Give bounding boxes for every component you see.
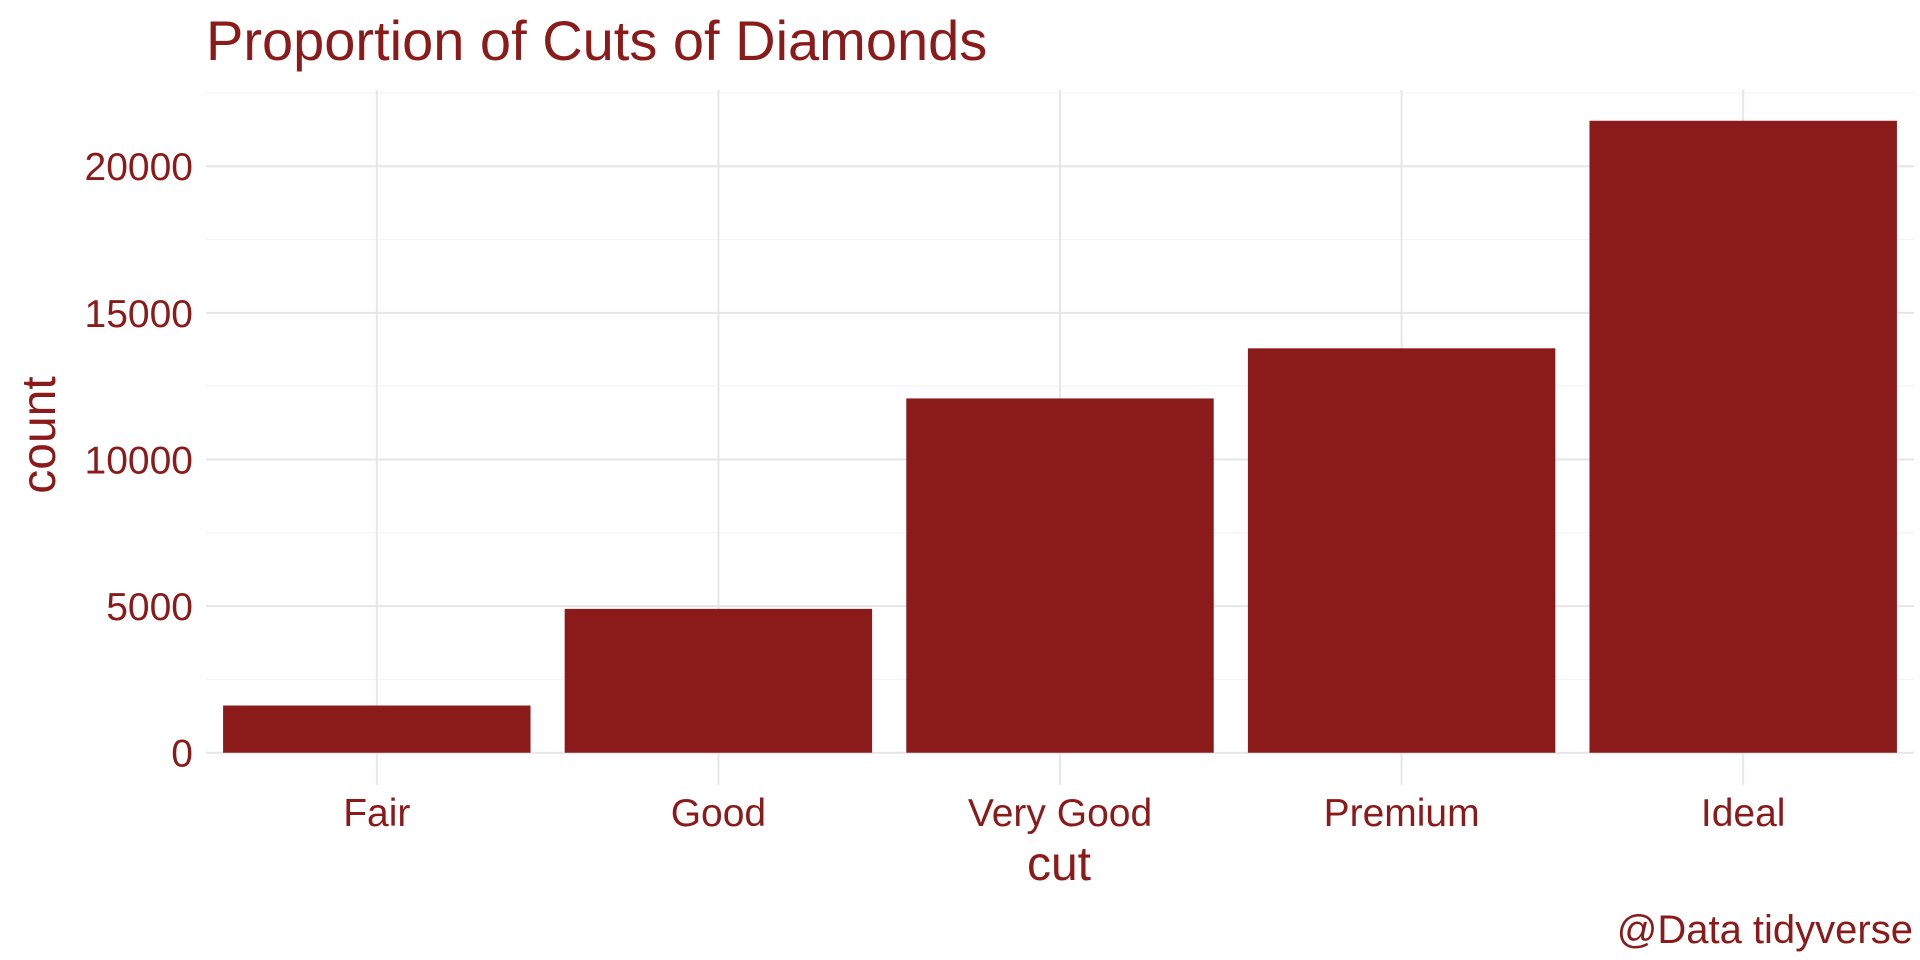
y-tick-label: 0 [171,733,193,776]
x-axis-title: cut [1027,838,1091,891]
bar-ideal [1589,120,1897,753]
y-tick-label: 5000 [106,586,193,629]
y-axis-ticks: 0 5000 10000 15000 20000 [85,146,193,775]
y-axis-title: count [13,376,66,493]
bar-series [223,120,1897,753]
x-tick-label: Fair [343,792,410,835]
chart-caption: @Data tidyverse [1617,908,1913,952]
x-tick-label: Very Good [968,792,1152,835]
bar-premium [1247,348,1556,753]
y-tick-label: 20000 [85,146,193,189]
bar-good [564,608,873,753]
y-tick-label: 15000 [85,293,193,336]
chart-title: Proportion of Cuts of Diamonds [206,9,987,72]
x-tick-label: Premium [1324,792,1480,835]
x-axis-ticks: Fair Good Very Good Premium Ideal [343,792,1785,835]
bar-very-good [906,398,1214,753]
bar-fair [223,705,531,753]
x-tick-label: Good [671,792,766,835]
x-tick-label: Ideal [1701,792,1786,835]
y-tick-label: 10000 [85,439,193,482]
